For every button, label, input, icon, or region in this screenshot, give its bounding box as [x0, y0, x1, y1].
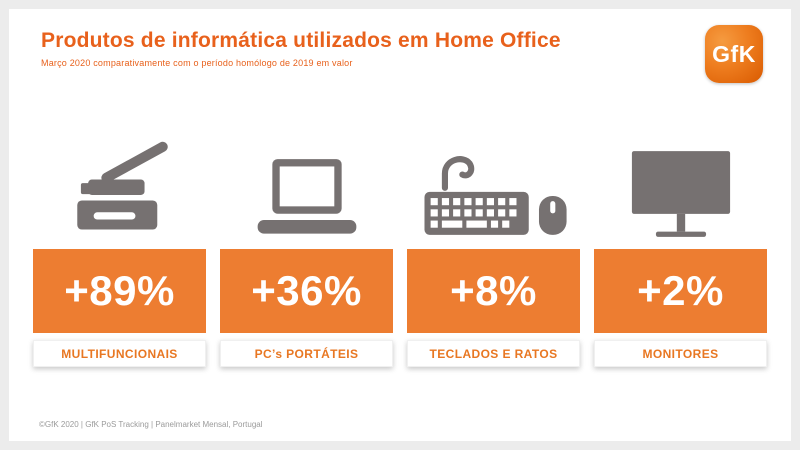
page-subtitle: Março 2020 comparativamente com o períod…: [41, 58, 353, 68]
label-box-portateis: PC’s PORTÁTEIS: [220, 340, 393, 367]
column-multifuncionais: +89% MULTIFUNCIONAIS: [33, 121, 206, 367]
page-title: Produtos de informática utilizados em Ho…: [41, 29, 561, 52]
column-monitores: +2% MONITORES: [594, 121, 767, 367]
label-teclados: TECLADOS E RATOS: [429, 346, 558, 361]
value-multifuncionais: +89%: [64, 267, 175, 314]
chart-columns: +89% MULTIFUNCIONAIS +36% PC’s PORTÁTEIS: [33, 121, 767, 367]
slide: Produtos de informática utilizados em Ho…: [9, 9, 791, 441]
column-teclados: +8% TECLADOS E RATOS: [407, 121, 580, 367]
header: Produtos de informática utilizados em Ho…: [41, 29, 681, 68]
value-monitores: +2%: [637, 267, 724, 314]
laptop-icon-svg: [257, 159, 356, 234]
value-box-portateis: +36%: [220, 249, 393, 333]
value-box-multifuncionais: +89%: [33, 249, 206, 333]
value-portateis: +36%: [251, 267, 362, 314]
laptop-icon: [220, 121, 393, 249]
footer-credit: ©GfK 2020 | GfK PoS Tracking | Panelmark…: [39, 420, 263, 429]
label-portateis: PC’s PORTÁTEIS: [254, 346, 359, 361]
monitor-icon: [594, 121, 767, 249]
keyboard-mouse-icon: [407, 121, 580, 249]
value-box-monitores: +2%: [594, 249, 767, 333]
label-multifuncionais: MULTIFUNCIONAIS: [61, 346, 178, 361]
value-teclados: +8%: [450, 267, 537, 314]
label-box-monitores: MONITORES: [594, 340, 767, 367]
value-box-teclados: +8%: [407, 249, 580, 333]
printer-icon: [33, 121, 206, 249]
column-portateis: +36% PC’s PORTÁTEIS: [220, 121, 393, 367]
printer-icon-svg: [76, 141, 168, 230]
label-box-multifuncionais: MULTIFUNCIONAIS: [33, 340, 206, 367]
gfk-logo: GfK: [705, 25, 763, 83]
keyboard-mouse-icon-svg: [423, 156, 567, 235]
gfk-logo-text: GfK: [712, 40, 756, 67]
label-monitores: MONITORES: [642, 346, 719, 361]
label-box-teclados: TECLADOS E RATOS: [407, 340, 580, 367]
monitor-icon-svg: [631, 151, 730, 237]
